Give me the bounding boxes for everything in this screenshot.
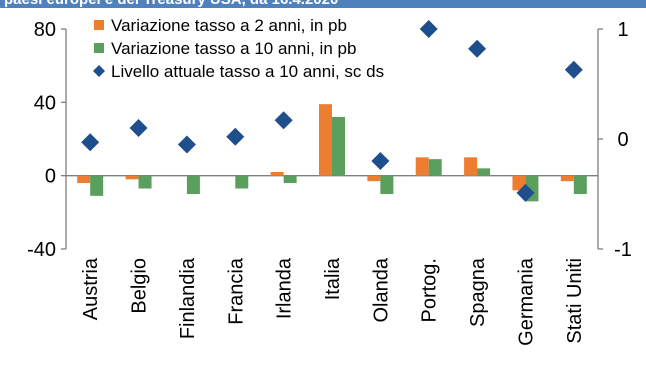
category-label: Francia [225,257,247,325]
y-axis-right-tick-label: 0 [617,129,628,151]
legend-item-10y-swatch [94,43,104,53]
y-axis-left-tick-label: 40 [34,92,56,114]
category-label: Irlanda [274,257,296,319]
y-axis-right-tick-label: 1 [617,19,628,41]
bar-2y [319,104,332,176]
legend-item-level-label: Livello attuale tasso a 10 anni, sc ds [111,62,384,81]
legend-item-level-swatch [93,65,105,77]
bar-10y [380,175,394,194]
category-label: Stati Uniti [564,258,586,344]
y-axis-right-tick-label: -1 [614,239,632,261]
level-marker [419,20,438,38]
y-axis-left-tick-label: 0 [45,166,56,188]
category-label: Belgio [129,258,151,314]
level-marker [81,133,100,152]
bar-10y [186,175,200,194]
bar-10y [138,175,152,189]
bar-10y [573,175,587,194]
bar-2y [367,175,381,182]
category-label: Portog. [419,258,441,322]
bar-2y [560,175,574,182]
y-axis-left-tick-label: -40 [27,239,56,261]
bar-10y [90,175,104,196]
level-marker [371,152,390,170]
bar-10y [283,175,297,183]
y-axis-left-tick-label: 80 [34,19,56,41]
category-label: Germania [515,257,537,346]
legend-item-10y-label: Variazione tasso a 10 anni, in pb [111,39,356,58]
level-marker [516,183,535,202]
bar-2y [415,157,429,176]
bar-2y [270,172,284,176]
level-marker [468,39,487,58]
chart-title: paesi europei e del Treasury USA, da 16.… [4,0,338,8]
chart-title-bar: paesi europei e del Treasury USA, da 16.… [0,0,646,8]
level-marker [274,111,293,130]
bar-2y [77,175,91,183]
level-marker [226,127,245,146]
bar-10y [428,159,442,176]
level-marker [129,119,148,137]
level-marker [177,135,196,154]
category-label: Finlandia [177,257,199,339]
bar-10y [235,175,249,189]
bar-2y [512,175,526,191]
bar-2y [125,175,139,180]
category-label: Austria [80,257,102,320]
bar-2y [464,157,478,176]
bar-10y [477,168,491,176]
category-label: Spagna [467,257,489,327]
level-marker [564,60,583,79]
category-label: Italia [322,257,344,300]
legend-item-2y-swatch [94,20,104,30]
legend-item-2y-label: Variazione tasso a 2 anni, in pb [111,16,347,35]
bar-10y [332,117,345,176]
category-label: Olanda [370,257,392,322]
